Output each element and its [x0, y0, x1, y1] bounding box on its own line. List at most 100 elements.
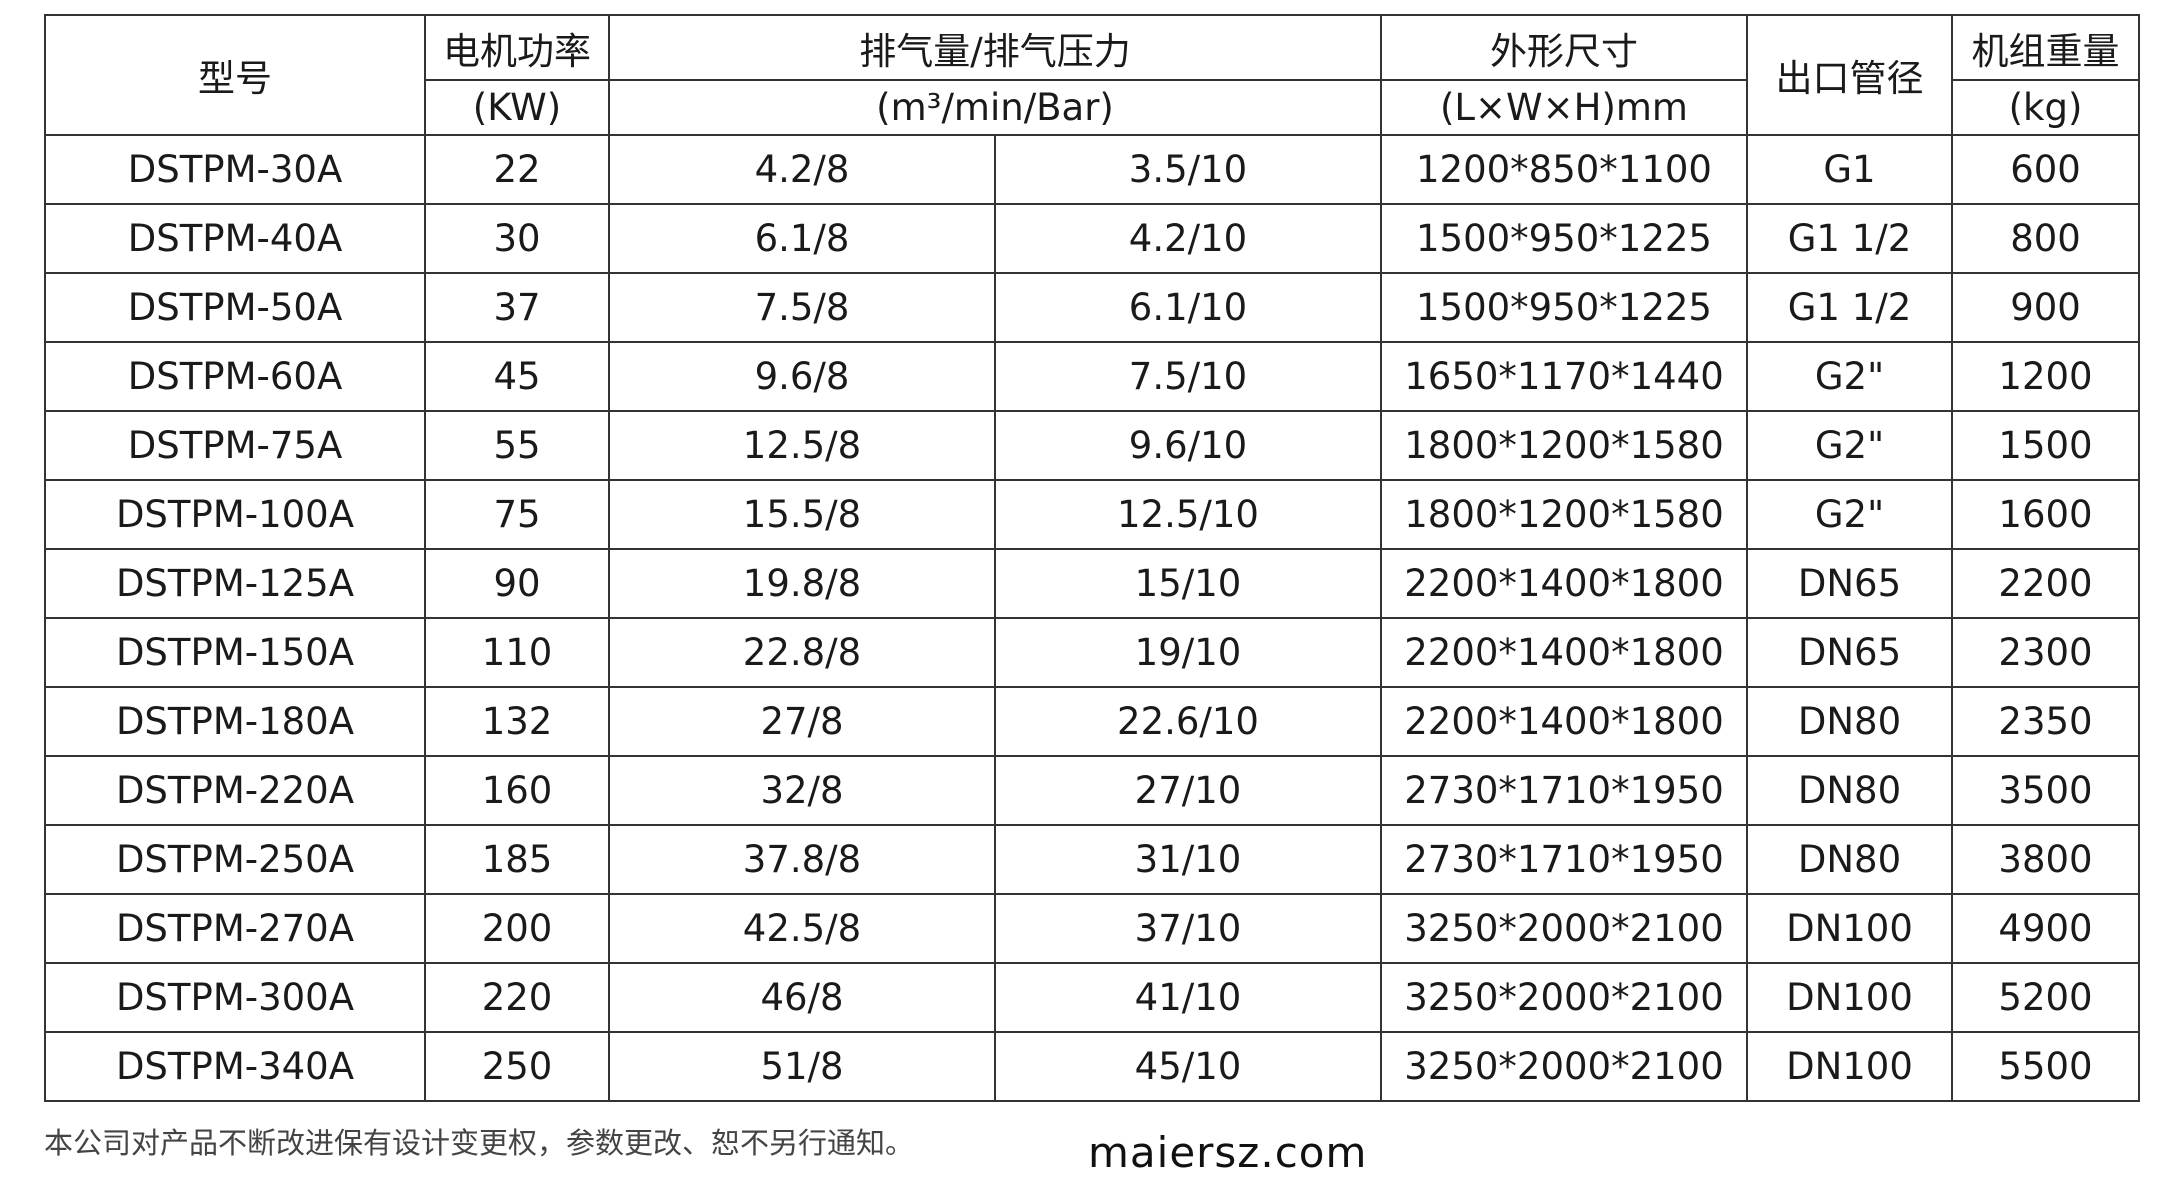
table-cell: 12.5/10 — [994, 479, 1382, 550]
table-cell: 800 — [1951, 203, 2140, 274]
table-cell: 5200 — [1951, 962, 2140, 1033]
header-cell: 机组重量 — [1951, 14, 2140, 81]
table-cell: 22.6/10 — [994, 686, 1382, 757]
table-cell: 22 — [424, 134, 610, 205]
table-cell: 55 — [424, 410, 610, 481]
table-cell: 3250*2000*2100 — [1380, 1031, 1748, 1102]
table-cell: 15/10 — [994, 548, 1382, 619]
table-cell: 90 — [424, 548, 610, 619]
table-cell: 2200*1400*1800 — [1380, 686, 1748, 757]
table-cell: G2" — [1746, 479, 1953, 550]
table-cell: DSTPM-75A — [44, 410, 426, 481]
table-cell: 6.1/10 — [994, 272, 1382, 343]
table-cell: DN80 — [1746, 824, 1953, 895]
table-cell: 110 — [424, 617, 610, 688]
table-cell: 3800 — [1951, 824, 2140, 895]
header-unit: (KW) — [424, 79, 610, 136]
table-cell: 6.1/8 — [608, 203, 996, 274]
table-cell: 31/10 — [994, 824, 1382, 895]
table-cell: 37 — [424, 272, 610, 343]
table-row: DSTPM-40A 30 6.1/8 4.2/10 1500*950*1225 G1 1/… — [44, 203, 2140, 274]
table-row: DSTPM-270A 200 42.5/8 37/10 3250*2000*2100 DN… — [44, 893, 2140, 964]
table-cell: 160 — [424, 755, 610, 826]
table-cell: 3500 — [1951, 755, 2140, 826]
table-cell: 1500 — [1951, 410, 2140, 481]
table-cell: DSTPM-220A — [44, 755, 426, 826]
table-cell: 45 — [424, 341, 610, 412]
table-cell: DN80 — [1746, 686, 1953, 757]
table-cell: DSTPM-30A — [44, 134, 426, 205]
table-cell: DSTPM-100A — [44, 479, 426, 550]
header-cell: 外形尺寸 — [1380, 14, 1748, 81]
table-cell: 15.5/8 — [608, 479, 996, 550]
table-cell: 1500*950*1225 — [1380, 203, 1748, 274]
table-cell: DSTPM-40A — [44, 203, 426, 274]
table-row: DSTPM-220A 160 32/8 27/10 2730*1710*1950 DN80… — [44, 755, 2140, 826]
table-cell: 9.6/10 — [994, 410, 1382, 481]
table-cell: 200 — [424, 893, 610, 964]
table-cell: 51/8 — [608, 1031, 996, 1102]
table-cell: 45/10 — [994, 1031, 1382, 1102]
table-cell: 4.2/10 — [994, 203, 1382, 274]
table-cell: DSTPM-180A — [44, 686, 426, 757]
table-row: DSTPM-150A 110 22.8/8 19/10 2200*1400*1800 DN… — [44, 617, 2140, 688]
footer-note: 本公司对产品不断改进保有设计变更权，参数更改、恕不另行通知。 — [44, 1126, 915, 1160]
table-cell: DSTPM-250A — [44, 824, 426, 895]
table-cell: 7.5/8 — [608, 272, 996, 343]
table-cell: 42.5/8 — [608, 893, 996, 964]
table-cell: 27/8 — [608, 686, 996, 757]
table-cell: 37/10 — [994, 893, 1382, 964]
header-cell: 型号 — [44, 14, 426, 136]
table-cell: 3250*2000*2100 — [1380, 962, 1748, 1033]
table-cell: 12.5/8 — [608, 410, 996, 481]
header-unit: (kg) — [1951, 79, 2140, 136]
table-cell: 22.8/8 — [608, 617, 996, 688]
table-cell: 220 — [424, 962, 610, 1033]
table-row: DSTPM-300A 220 46/8 41/10 3250*2000*2100 DN10… — [44, 962, 2140, 1033]
spec-table: 型号 电机功率 排气量/排气压力 外形尺寸 出口管径 机组重量 (KW) (m³… — [44, 14, 2140, 1102]
header-unit: (m³/min/Bar) — [608, 79, 1382, 136]
table-cell: 132 — [424, 686, 610, 757]
table-cell: DN100 — [1746, 1031, 1953, 1102]
table-cell: 19.8/8 — [608, 548, 996, 619]
table-row: DSTPM-75A 55 12.5/8 9.6/10 1800*1200*1580 G2"… — [44, 410, 2140, 481]
table-cell: 2200*1400*1800 — [1380, 548, 1748, 619]
table-row: DSTPM-340A 250 51/8 45/10 3250*2000*2100 DN10… — [44, 1031, 2140, 1102]
table-cell: 4.2/8 — [608, 134, 996, 205]
table-cell: 46/8 — [608, 962, 996, 1033]
table-cell: 1500*950*1225 — [1380, 272, 1748, 343]
table-cell: 30 — [424, 203, 610, 274]
table-cell: G2" — [1746, 410, 1953, 481]
table-row: DSTPM-180A 132 27/8 22.6/10 2200*1400*1800 DN… — [44, 686, 2140, 757]
table-row: DSTPM-30A 22 4.2/8 3.5/10 1200*850*1100 G1 600 — [44, 134, 2140, 205]
table-cell: DN100 — [1746, 893, 1953, 964]
table-cell: 600 — [1951, 134, 2140, 205]
table-cell: 250 — [424, 1031, 610, 1102]
table-cell: 41/10 — [994, 962, 1382, 1033]
header-unit: (L×W×H)mm — [1380, 79, 1748, 136]
header-cell: 出口管径 — [1746, 14, 1953, 136]
table-cell: 27/10 — [994, 755, 1382, 826]
table-cell: DN100 — [1746, 962, 1953, 1033]
table-cell: 900 — [1951, 272, 2140, 343]
table-cell: 1600 — [1951, 479, 2140, 550]
table-cell: 2730*1710*1950 — [1380, 824, 1748, 895]
table-cell: 19/10 — [994, 617, 1382, 688]
table-row: DSTPM-60A 45 9.6/8 7.5/10 1650*1170*1440 G2" 1… — [44, 341, 2140, 412]
table-cell: G1 — [1746, 134, 1953, 205]
table-cell: 2200 — [1951, 548, 2140, 619]
table-cell: 1200*850*1100 — [1380, 134, 1748, 205]
table-cell: DSTPM-340A — [44, 1031, 426, 1102]
table-cell: 1800*1200*1580 — [1380, 410, 1748, 481]
table-cell: DSTPM-300A — [44, 962, 426, 1033]
table-cell: DN65 — [1746, 548, 1953, 619]
header-cell: 电机功率 — [424, 14, 610, 81]
watermark: maiersz.com — [1088, 1128, 1368, 1177]
table-cell: G1 1/2 — [1746, 272, 1953, 343]
table-cell: DN80 — [1746, 755, 1953, 826]
header-cell: 排气量/排气压力 — [608, 14, 1382, 81]
table-cell: 7.5/10 — [994, 341, 1382, 412]
table-cell: 185 — [424, 824, 610, 895]
table-cell: DSTPM-150A — [44, 617, 426, 688]
